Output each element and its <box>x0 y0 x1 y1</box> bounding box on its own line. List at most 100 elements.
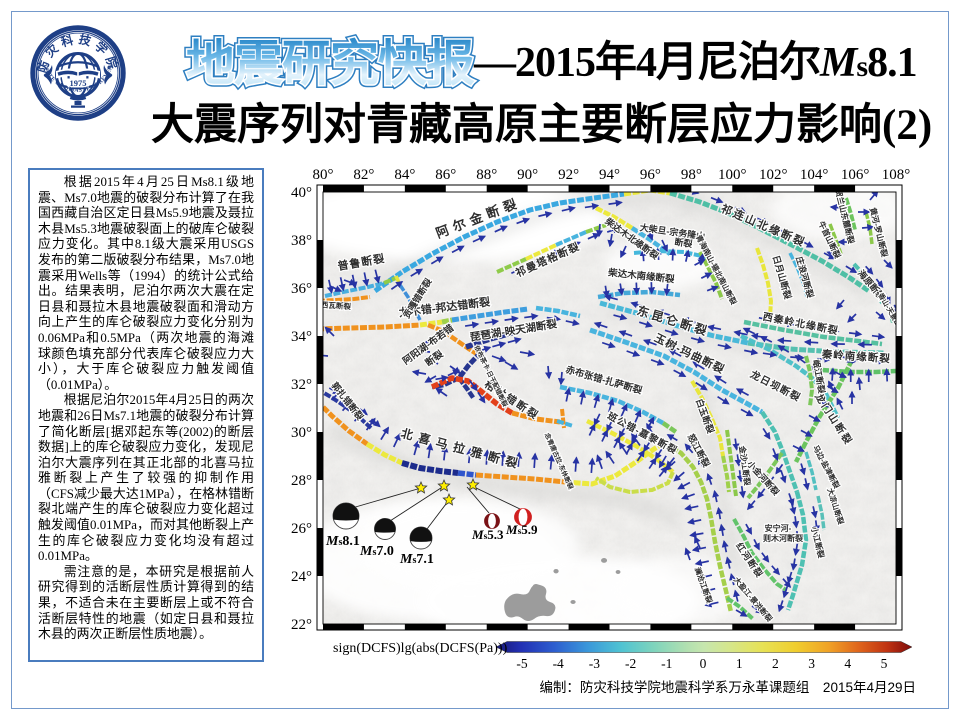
fault-label-47: 康西瓦断裂 <box>313 299 352 312</box>
fault-segment-65 <box>732 518 788 592</box>
colorbar-tick-label: 3 <box>808 656 815 671</box>
paragraph-1: 根据2015年4月25日Ms8.1级地震、Ms7.0地震的破裂分布计算了在我国西… <box>38 175 254 392</box>
lon-tick-label: 84° <box>394 167 415 183</box>
colorbar-title: sign(DCFS)lg(abs(DCFS(Pa))) <box>333 641 508 656</box>
logo-book <box>57 70 99 76</box>
colorbar-tick-label: 0 <box>700 656 707 671</box>
fault-segment-62 <box>785 491 809 611</box>
lon-tick-label: 96° <box>640 167 661 183</box>
fault-segment-1 <box>623 192 671 197</box>
fault-label-40: 则木河断裂 <box>763 533 803 543</box>
epicenter-star <box>414 480 428 494</box>
fault-segment-24 <box>401 460 459 476</box>
lon-tick-label: 92° <box>558 167 579 183</box>
lon-tick-label: 80° <box>313 167 334 183</box>
epicenter-star <box>466 477 480 491</box>
fault-segment-67 <box>556 419 574 428</box>
lon-tick-label: 100° <box>718 167 747 183</box>
fault-lines <box>323 192 896 621</box>
lat-tick-label: 38° <box>291 233 312 249</box>
fault-segment-27 <box>564 440 666 487</box>
beachball-Ms7.0: Ms7.0 <box>359 518 396 559</box>
lat-tick-label: 26° <box>291 521 312 537</box>
lon-tick-label: 90° <box>517 167 538 183</box>
credit-line: 编制：防灾科技学院地震科学系万永革课题组 2015年4月29日 <box>539 680 916 695</box>
paragraph-2: 根据尼泊尔2015年4月25日的两次地震和26日Ms7.1地震的破裂分布计算了简… <box>38 393 254 564</box>
fault-segment-61 <box>746 451 784 500</box>
fault-segment-32 <box>661 421 678 434</box>
logo-book-gap <box>56 68 100 79</box>
fault-segment-53 <box>828 223 843 255</box>
fault-segment-10 <box>441 317 453 325</box>
beachball-Ms8.1: Ms8.1 <box>325 502 360 549</box>
fault-segment-33 <box>599 300 749 346</box>
beachball-Ms5.9: Ms5.9 <box>505 508 538 537</box>
lon-tick-label: 106° <box>841 167 870 183</box>
beachball-Ms5.3: Ms5.3 <box>471 513 504 542</box>
beachball-Ms7.1: Ms7.1 <box>399 526 434 567</box>
lon-tick-label: 88° <box>476 167 497 183</box>
fault-segment-11 <box>451 306 529 323</box>
fault-segment-25 <box>457 470 477 478</box>
fault-segment-23 <box>365 441 404 466</box>
colorbar-tick-label: 5 <box>881 656 888 671</box>
fault-segment-64 <box>816 495 826 531</box>
fault-segment-58 <box>690 379 725 457</box>
fault-segment-66 <box>725 596 755 621</box>
fault-segment-0 <box>373 192 625 294</box>
lat-tick-label: 40° <box>291 185 312 201</box>
logo-flourish <box>43 65 113 85</box>
stress-arrows <box>323 192 896 617</box>
fault-segment-30 <box>662 441 734 613</box>
fault-segment-56 <box>555 230 587 247</box>
lat-tick-label: 24° <box>291 569 312 585</box>
fault-segment-13 <box>427 322 482 358</box>
fault-segment-37 <box>740 333 841 420</box>
fault-segment-52 <box>864 211 874 245</box>
fault-segment-26 <box>475 472 566 485</box>
colorbar: -5 -4 -3 -2 -1 0 1 2 3 4 5 sign(DCFS)lg(abs(DCFS(Pa… <box>333 641 913 671</box>
fault-label-5: 断裂 <box>674 236 693 249</box>
fault-segment-20 <box>560 408 566 429</box>
fault-segment-34 <box>747 340 885 356</box>
fault-segment-16 <box>431 375 460 390</box>
fault-segment-7 <box>398 284 422 321</box>
fault-segment-12 <box>535 305 581 319</box>
lon-tick-label: 94° <box>599 167 620 183</box>
lat-tick-label: 28° <box>291 473 312 489</box>
lon-tick-label: 104° <box>800 167 829 183</box>
fault-segment-47 <box>755 247 773 318</box>
beachball-label: Ms7.1 <box>399 552 434 567</box>
lat-tick-label: 30° <box>291 425 312 441</box>
lat-tick-label: 22° <box>291 617 312 633</box>
paragraph-3: 需注意的是，本研究是根据前人研究得到的活断层性质计算得到的结果，不适合未在主要断… <box>38 564 254 642</box>
title-line2: 大震序列对青藏高原主要断层应力影响(2) <box>151 102 933 149</box>
fault-segment-9 <box>419 319 443 328</box>
fault-segment-60 <box>725 429 738 497</box>
map-frame: 80° 82° 84° 86° 88° 90° 92° 94° 96° 98° 100° 102° 10… <box>291 167 910 633</box>
colorbar-tick-label: -1 <box>661 656 672 671</box>
beachball-label: Ms8.1 <box>325 534 360 549</box>
epicenters <box>351 477 521 530</box>
colorbar-tick-label: -4 <box>553 656 564 671</box>
fault-segment-3 <box>324 281 385 298</box>
colorbar-tick-label: 4 <box>844 656 851 671</box>
fault-segment-2 <box>669 192 871 294</box>
fault-segment-22 <box>323 403 369 447</box>
lon-tick-label: 86° <box>435 167 456 183</box>
fault-segment-4 <box>383 276 397 285</box>
institute-logo: 1975 防灾科技学院 INSTITUTE OF DISASTER PREVEN… <box>30 25 126 121</box>
beachball-label: Ms5.9 <box>505 522 538 537</box>
fault-segment-55 <box>525 243 557 261</box>
fault-segment-6 <box>394 275 402 286</box>
colorbar-tick-label: -3 <box>589 656 600 671</box>
colorbar-tick-label: 1 <box>736 656 743 671</box>
fault-segment-42 <box>594 205 634 230</box>
lat-tick-label: 36° <box>291 281 312 297</box>
epicenter-star <box>442 492 456 506</box>
fault-segment-35 <box>589 327 764 415</box>
fault-segment-48 <box>788 252 809 297</box>
beachball-label: Ms7.0 <box>359 544 394 559</box>
